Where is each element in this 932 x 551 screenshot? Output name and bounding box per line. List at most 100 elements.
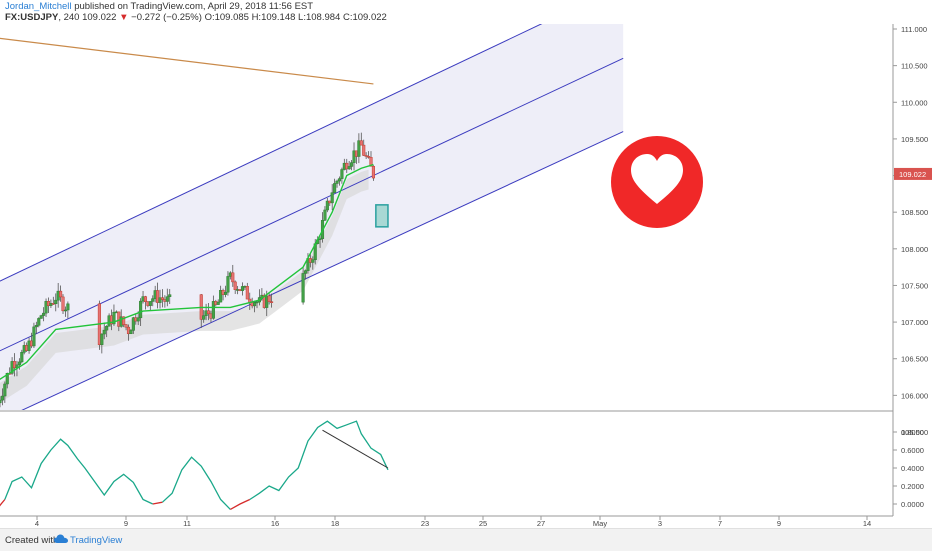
price-tick-label: 107.000 xyxy=(901,318,928,327)
osc-tick-label: 0.8000 xyxy=(901,428,924,437)
price-label: 109.022 xyxy=(82,12,117,23)
candle-body xyxy=(42,312,46,316)
candle-body xyxy=(333,183,337,193)
candle-body xyxy=(202,315,206,320)
candle-body xyxy=(44,301,48,314)
target-box xyxy=(375,204,389,228)
last-price-tag: 109.022 xyxy=(894,167,932,180)
price-tick-label: 106.500 xyxy=(901,355,928,364)
down-arrow-icon: ▼ xyxy=(119,12,129,23)
time-tick-label: 23 xyxy=(421,519,429,528)
candle-body xyxy=(0,395,4,401)
candle-body xyxy=(37,318,41,326)
time-tick-label: 9 xyxy=(124,519,128,528)
channel-fill xyxy=(0,24,624,410)
price-tick-label: 108.000 xyxy=(901,245,928,254)
candle-body xyxy=(136,317,140,322)
candle-body xyxy=(20,352,24,363)
last-price-label: 109.022 xyxy=(899,170,926,179)
tradingview-cloud-icon xyxy=(54,534,68,543)
candle-body xyxy=(32,326,36,347)
candle-body xyxy=(233,281,237,290)
candle-body xyxy=(325,200,329,211)
candle-body xyxy=(303,270,308,274)
candle-body xyxy=(350,162,354,167)
oscillator-line xyxy=(4,438,154,505)
time-tick-label: 16 xyxy=(271,519,279,528)
candle-body xyxy=(226,276,230,293)
oscillator-trendline xyxy=(322,429,389,469)
price-tick-label: 108.500 xyxy=(901,208,928,217)
ohlc-label: O:109.085 H:109.148 L:108.984 C:109.022 xyxy=(204,12,387,23)
candle-body xyxy=(206,310,211,315)
ma-cloud-area xyxy=(0,169,369,403)
candle-body xyxy=(216,301,220,305)
candle-body xyxy=(255,301,259,304)
candle-body xyxy=(39,315,43,319)
candle-body xyxy=(112,311,116,325)
osc-tick-label: 0.0000 xyxy=(901,500,924,509)
candle-body xyxy=(131,317,135,331)
candle-body xyxy=(165,296,169,302)
price-tick-label: 107.500 xyxy=(901,281,928,290)
target-box-layer xyxy=(375,204,389,228)
channel-band xyxy=(0,24,624,410)
time-tick-label: 25 xyxy=(479,519,487,528)
candle-body xyxy=(143,296,148,303)
last-price-bg xyxy=(894,167,932,180)
channel-line-upper xyxy=(0,24,543,282)
candle-body xyxy=(211,301,215,319)
candle-body xyxy=(148,301,152,306)
tradingview-link[interactable]: TradingView xyxy=(70,535,123,546)
candle-body xyxy=(347,166,351,170)
heart-icon[interactable] xyxy=(611,136,703,228)
time-tick-label: 4 xyxy=(35,519,39,528)
candle-body xyxy=(340,169,344,179)
oscillator-line xyxy=(249,420,389,501)
candle-body xyxy=(345,162,349,170)
time-tick-label: 7 xyxy=(718,519,722,528)
candle-body xyxy=(0,399,2,404)
candle-body xyxy=(168,294,172,297)
osc-tick-label: 0.2000 xyxy=(901,482,924,491)
oscillator-line xyxy=(230,498,251,510)
channel-line-middle xyxy=(0,57,624,352)
osc-tick-label: 0.6000 xyxy=(901,446,924,455)
price-tick-label: 110.500 xyxy=(901,62,928,71)
ma-cloud xyxy=(0,169,369,403)
time-tick-label: 14 xyxy=(863,519,871,528)
candle-body xyxy=(59,290,63,298)
candle-body xyxy=(122,316,126,325)
oscillator-line xyxy=(162,456,231,510)
time-tick-label: 9 xyxy=(777,519,781,528)
time-tick-label: 3 xyxy=(658,519,662,528)
price-tick-label: 109.500 xyxy=(901,135,928,144)
footer-bar: Created with TradingView xyxy=(0,528,932,551)
candle-body xyxy=(156,290,160,303)
candle-body xyxy=(105,326,109,331)
candle-body xyxy=(223,291,228,295)
time-axis: 4 9 11 16 18 23 25 27 May 3 7 9 14 xyxy=(35,516,871,528)
price-axis: 111.000110.500110.000109.500109.000108.5… xyxy=(893,25,928,437)
price-tick-label: 106.000 xyxy=(901,391,928,400)
change-label: −0.272 (−0.25%) xyxy=(131,12,202,23)
candle-body xyxy=(160,297,164,300)
long-ma-line xyxy=(0,37,374,85)
time-tick-label: 18 xyxy=(331,519,339,528)
candle-body xyxy=(337,178,342,182)
candle-body xyxy=(364,155,368,157)
chart-header: Jordan_Mitchell published on TradingView… xyxy=(0,0,932,24)
candle-body xyxy=(102,329,106,335)
osc-tick-label: 0.4000 xyxy=(901,464,924,473)
oscillator-axis: 0.8000 0.6000 0.4000 0.2000 0.0000 xyxy=(893,428,924,509)
created-with-label: Created with xyxy=(5,535,59,546)
chart-canvas[interactable]: 111.000110.500110.000109.500109.000108.5… xyxy=(0,0,932,528)
author-link[interactable]: Jordan_Mitchell xyxy=(5,1,72,12)
candle-body xyxy=(5,373,9,385)
candle-body xyxy=(267,295,271,302)
price-tick-label: 111.000 xyxy=(901,25,927,34)
candle-body xyxy=(330,192,334,204)
candle-body xyxy=(231,272,235,283)
time-tick-label: 27 xyxy=(537,519,545,528)
candle-body xyxy=(362,144,366,156)
